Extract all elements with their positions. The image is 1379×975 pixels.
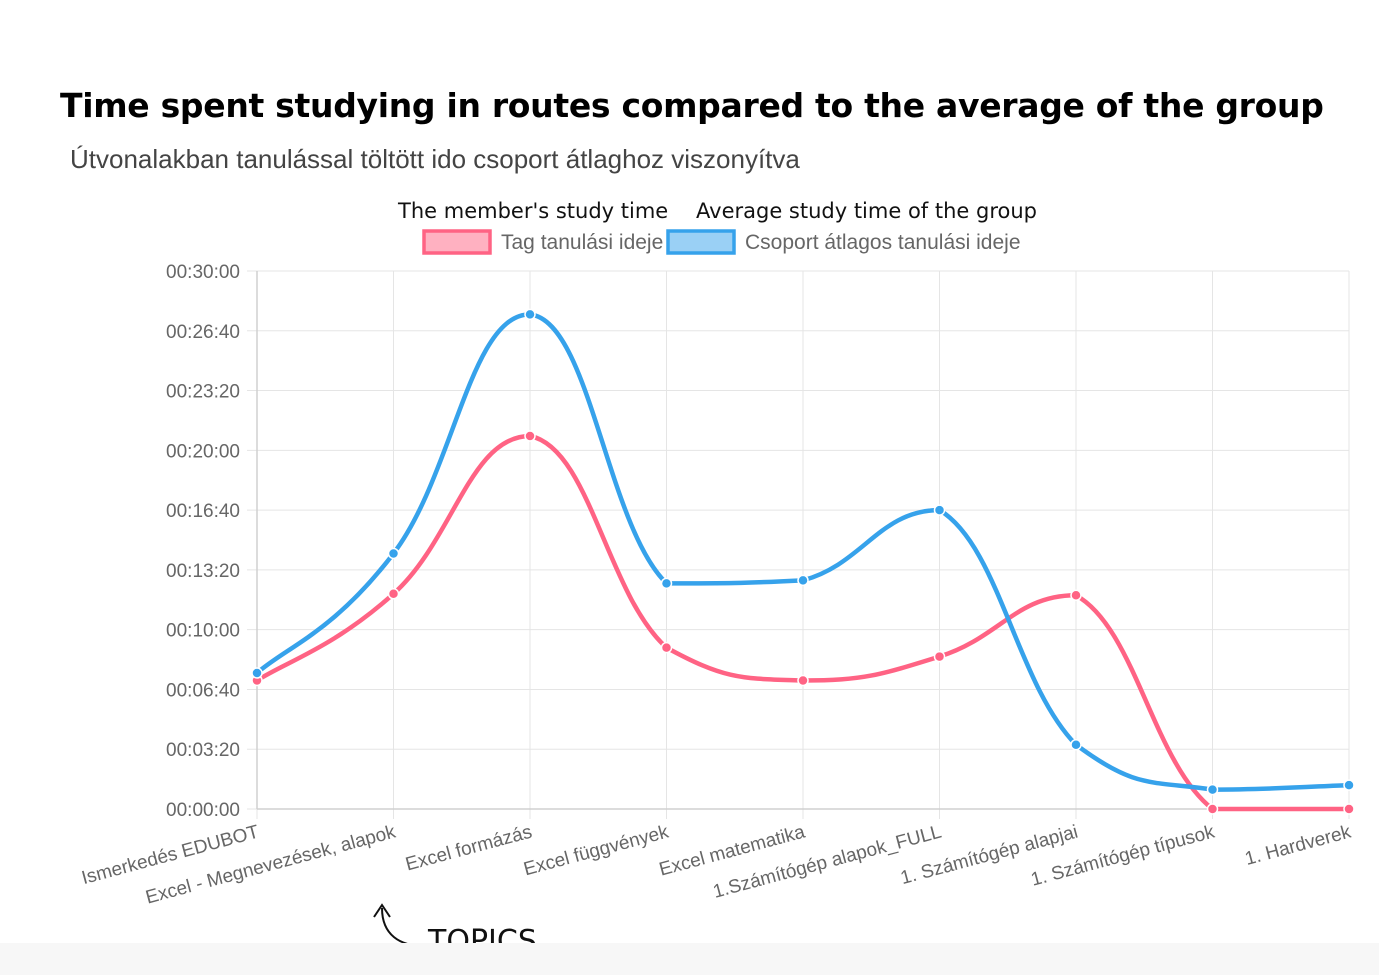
member-point bbox=[660, 641, 673, 654]
x-tick-label: Excel - Megnevezések, alapok bbox=[143, 821, 398, 908]
x-tick-label: 1.Számítógép alapok_FULL bbox=[711, 822, 944, 903]
y-tick-label: 00:13:20 bbox=[166, 561, 240, 582]
chart-subtitle: Útvonalakban tanulással töltött ido csop… bbox=[70, 144, 800, 174]
member-series-line bbox=[254, 433, 1352, 812]
group-point bbox=[660, 577, 673, 590]
member-point bbox=[1343, 803, 1355, 815]
y-tick-label: 00:20:00 bbox=[166, 441, 240, 462]
legend-swatch bbox=[666, 229, 736, 255]
y-tick-label: 00:10:00 bbox=[166, 621, 240, 642]
group-point bbox=[524, 308, 536, 321]
member-legend-english-label: The member's study time bbox=[398, 199, 669, 223]
y-tick-label: 00:00:00 bbox=[166, 800, 240, 821]
y-tick-label: 00:06:40 bbox=[166, 680, 240, 701]
x-tick-label: Excel formázás bbox=[403, 822, 534, 876]
group-point bbox=[387, 547, 400, 560]
group-legend-english-label: Average study time of the group bbox=[696, 199, 1037, 223]
member-point bbox=[387, 588, 400, 600]
y-tick-label: 00:03:20 bbox=[166, 740, 240, 761]
group-series-line bbox=[254, 312, 1352, 792]
member-point bbox=[1070, 589, 1082, 602]
member-point bbox=[797, 674, 809, 687]
group-point bbox=[251, 667, 263, 679]
legend-label: Csoport átlagos tanulási ideje bbox=[745, 231, 1021, 254]
legend-label: Tag tanulási ideje bbox=[501, 231, 663, 254]
y-tick-label: 00:16:40 bbox=[166, 501, 240, 522]
member-point bbox=[524, 430, 536, 442]
group-point bbox=[797, 574, 809, 587]
group-point bbox=[1343, 779, 1355, 791]
topics-arrowhead bbox=[373, 903, 391, 918]
legend-swatch bbox=[422, 229, 492, 255]
group-point bbox=[1070, 738, 1082, 751]
group-point bbox=[933, 504, 946, 516]
bottom-strip bbox=[0, 943, 1379, 975]
y-tick-label: 00:23:20 bbox=[166, 382, 240, 403]
y-tick-label: 00:26:40 bbox=[166, 322, 240, 343]
x-tick-label: Excel függvények bbox=[522, 821, 672, 880]
x-tick-label: 1. Hardverek bbox=[1243, 821, 1354, 870]
member-point bbox=[933, 650, 946, 663]
page-title: Time spent studying in routes compared t… bbox=[60, 86, 1324, 125]
y-tick-label: 00:30:00 bbox=[166, 262, 240, 283]
member-point bbox=[1206, 803, 1219, 815]
group-point bbox=[1206, 783, 1219, 796]
